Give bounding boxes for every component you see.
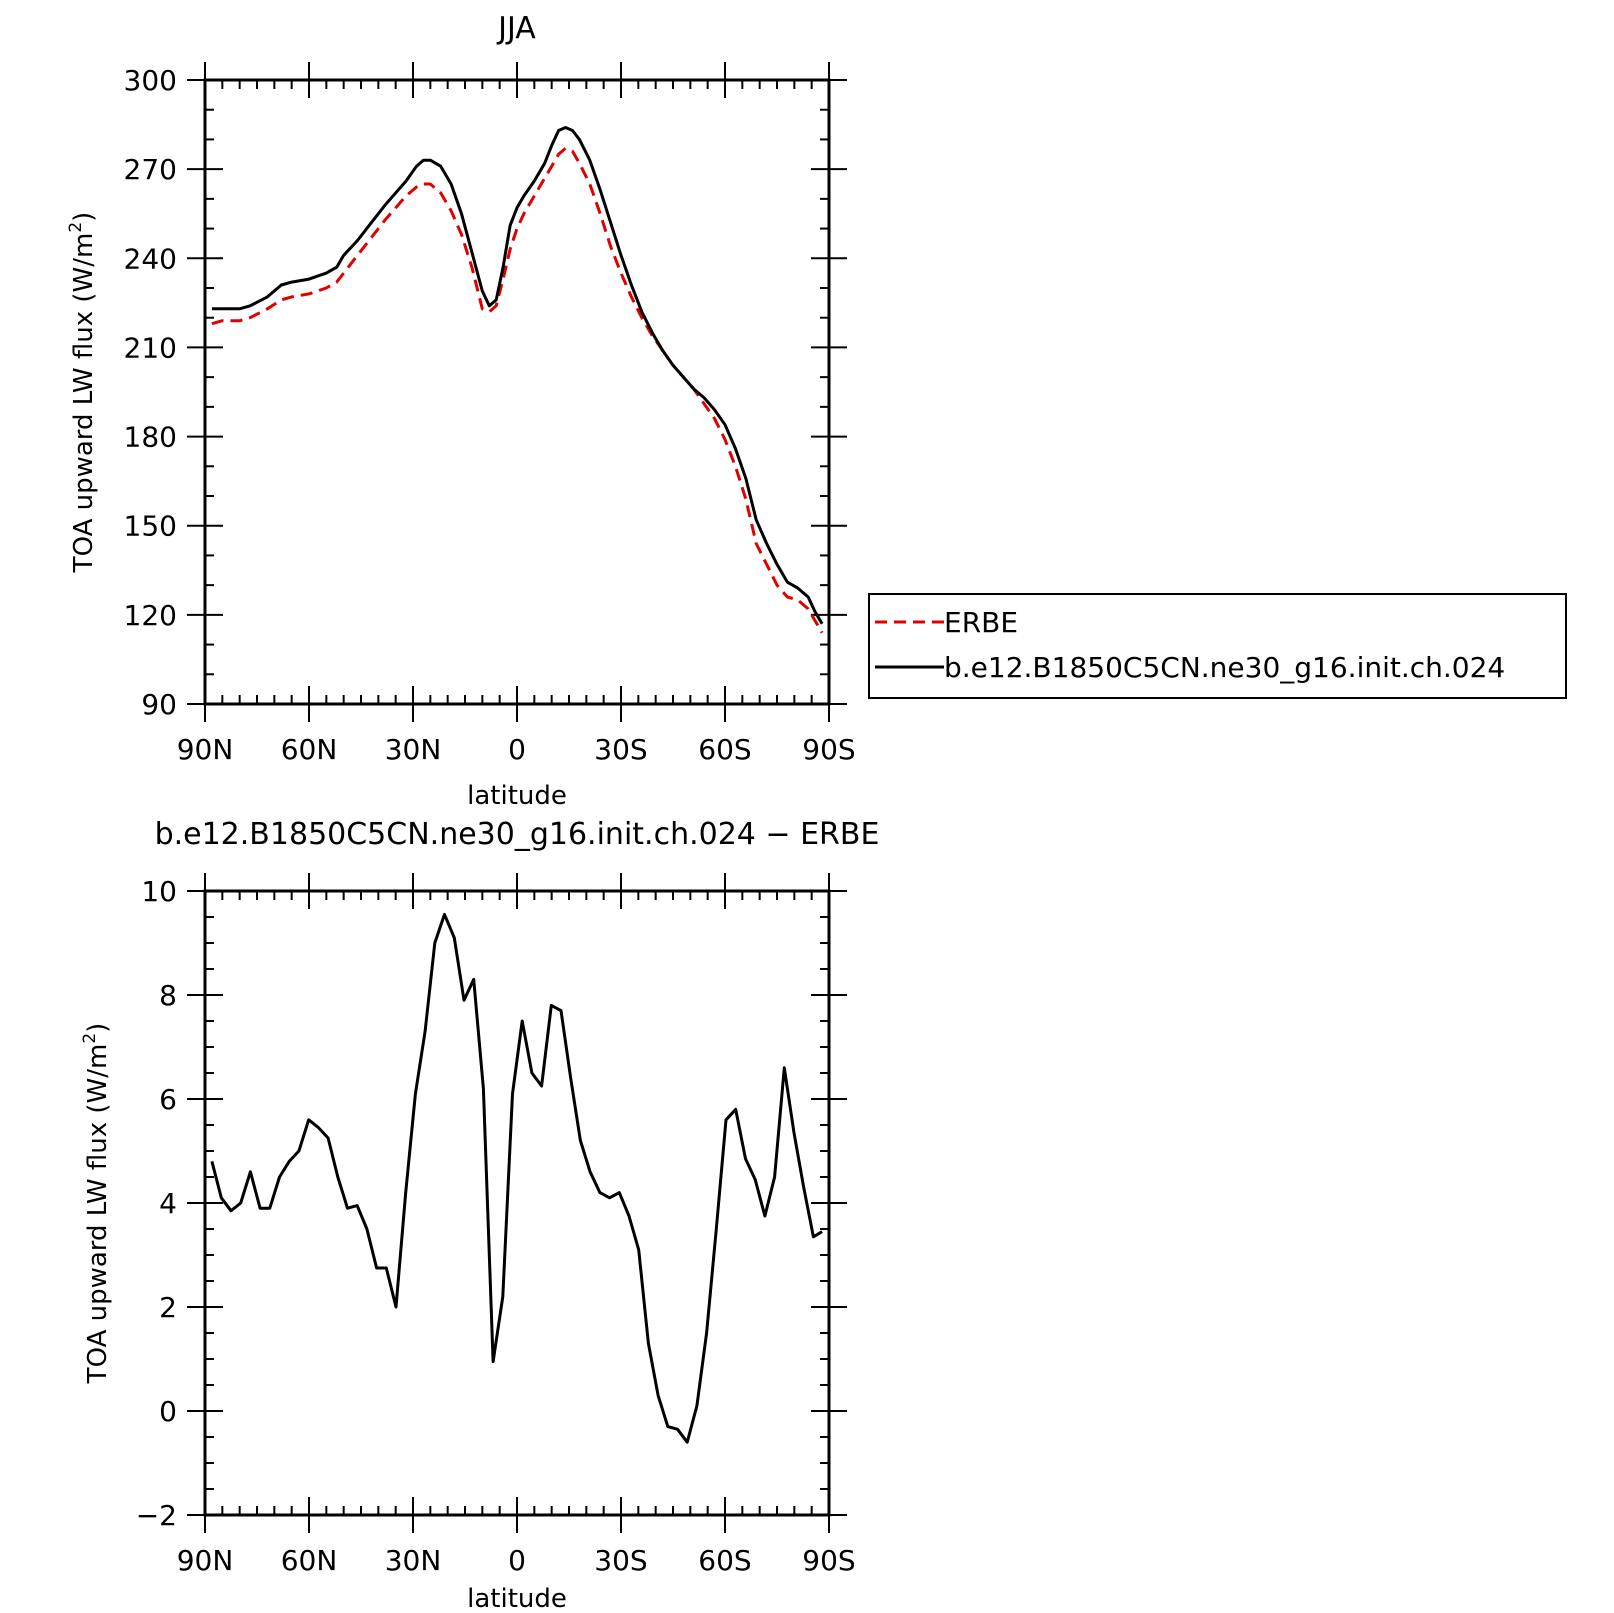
bottom-y-axis-label-end: ) bbox=[83, 1023, 113, 1033]
bottom-x-tick-labels: 90N 60N 30N 0 30S 60S 90S bbox=[177, 1544, 856, 1577]
top-axis-ticks bbox=[187, 62, 847, 722]
top-series-lines bbox=[211, 126, 824, 634]
bottom-ytick-label: −2 bbox=[136, 1499, 177, 1532]
top-y-axis-label-end: ) bbox=[69, 212, 99, 222]
bottom-y-axis-label-sup: 2 bbox=[80, 1033, 100, 1044]
legend-label-erbe: ERBE bbox=[944, 606, 1018, 639]
top-xtick-label: 30N bbox=[385, 733, 442, 766]
bottom-chart-title: b.e12.B1850C5CN.ne30_g16.init.ch.024 − E… bbox=[155, 817, 880, 852]
legend-box bbox=[868, 593, 1567, 699]
bottom-xtick-label: 0 bbox=[508, 1544, 526, 1577]
top-xtick-label: 0 bbox=[508, 733, 526, 766]
top-ytick-label: 180 bbox=[124, 421, 177, 454]
top-xtick-label: 60S bbox=[698, 733, 751, 766]
bottom-series-lines bbox=[210, 912, 823, 1444]
top-xtick-label: 30S bbox=[594, 733, 647, 766]
legend: ERBE b.e12.B1850C5CN.ne30_g16.init.ch.02… bbox=[868, 593, 1567, 699]
bottom-panel: b.e12.B1850C5CN.ne30_g16.init.ch.024 − E… bbox=[80, 817, 879, 1613]
top-ytick-label: 210 bbox=[124, 331, 177, 364]
bottom-ytick-label: 0 bbox=[159, 1395, 177, 1428]
bottom-y-axis-label: TOA upward LW flux (W/m2) bbox=[80, 1023, 113, 1385]
bottom-xtick-label: 30S bbox=[594, 1544, 647, 1577]
top-xtick-label: 90N bbox=[177, 733, 234, 766]
bottom-xtick-label: 30N bbox=[385, 1544, 442, 1577]
top-ytick-label: 270 bbox=[124, 153, 177, 186]
top-panel: JJA 90 120 150 180 210 240 270 300 90N 60N 30N 0 30… bbox=[66, 11, 856, 811]
bottom-xtick-label: 90N bbox=[177, 1544, 234, 1577]
top-ytick-label: 90 bbox=[141, 688, 177, 721]
bottom-ytick-label: 10 bbox=[141, 875, 177, 908]
bottom-y-tick-labels: −2 0 2 4 6 8 10 bbox=[136, 875, 177, 1532]
bottom-series-line-difference bbox=[210, 912, 823, 1444]
bottom-y-axis-label-main: TOA upward LW flux (W/m bbox=[83, 1044, 113, 1385]
bottom-plot-frame bbox=[203, 889, 831, 1517]
top-y-axis-label: TOA upward LW flux (W/m2) bbox=[66, 212, 99, 574]
top-y-tick-labels: 90 120 150 180 210 240 270 300 bbox=[124, 64, 177, 721]
top-x-tick-labels: 90N 60N 30N 0 30S 60S 90S bbox=[177, 733, 856, 766]
bottom-ytick-label: 2 bbox=[159, 1291, 177, 1324]
bottom-xtick-label: 60N bbox=[281, 1544, 338, 1577]
bottom-xtick-label: 60S bbox=[698, 1544, 751, 1577]
bottom-ytick-label: 4 bbox=[159, 1187, 177, 1220]
top-y-axis-label-sup: 2 bbox=[66, 222, 86, 233]
top-xtick-label: 60N bbox=[281, 733, 338, 766]
top-x-axis-label: latitude bbox=[467, 781, 567, 811]
bottom-axis-ticks bbox=[187, 873, 847, 1533]
top-series-line-b-e12-b1850c5cn-ne30-g16-init-ch-024 bbox=[211, 126, 824, 625]
top-ytick-label: 150 bbox=[124, 510, 177, 543]
bottom-ytick-label: 8 bbox=[159, 979, 177, 1012]
top-series-line-erbe bbox=[211, 146, 824, 634]
bottom-xtick-label: 90S bbox=[802, 1544, 855, 1577]
top-chart-title: JJA bbox=[496, 11, 536, 46]
top-ytick-label: 240 bbox=[124, 242, 177, 275]
bottom-x-axis-label: latitude bbox=[467, 1584, 567, 1613]
legend-label-model: b.e12.B1850C5CN.ne30_g16.init.ch.024 bbox=[944, 651, 1505, 684]
top-y-axis-label-main: TOA upward LW flux (W/m bbox=[69, 233, 99, 574]
top-ytick-label: 120 bbox=[124, 599, 177, 632]
top-xtick-label: 90S bbox=[802, 733, 855, 766]
top-ytick-label: 300 bbox=[124, 64, 177, 97]
top-plot-frame bbox=[203, 78, 831, 706]
bottom-ytick-label: 6 bbox=[159, 1083, 177, 1116]
